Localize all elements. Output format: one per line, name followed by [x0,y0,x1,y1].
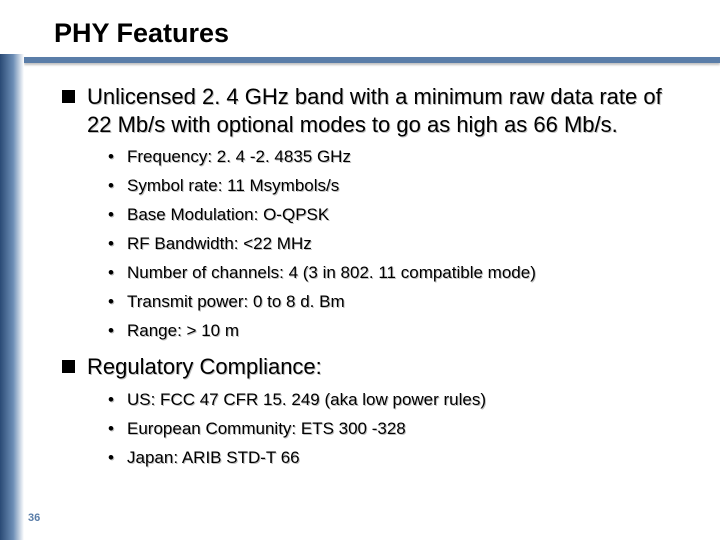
content-area: Unlicensed 2. 4 GHz band with a minimum … [0,63,720,466]
square-bullet-icon [62,90,75,103]
dot-bullet-icon: • [108,264,127,281]
sidebar-gradient [0,54,24,540]
sub-text: Frequency: 2. 4 -2. 4835 GHz [127,148,680,165]
sub-list: •Frequency: 2. 4 -2. 4835 GHz •Symbol ra… [62,148,680,339]
bullet-text: Regulatory Compliance: [87,353,680,381]
sub-text: RF Bandwidth: <22 MHz [127,235,680,252]
sub-text: Symbol rate: 11 Msymbols/s [127,177,680,194]
square-bullet-icon [62,360,75,373]
sub-text: US: FCC 47 CFR 15. 249 (aka low power ru… [127,391,680,408]
dot-bullet-icon: • [108,322,127,339]
sub-text: Base Modulation: O-QPSK [127,206,680,223]
sub-text: European Community: ETS 300 -328 [127,420,680,437]
bullet-lvl2: •European Community: ETS 300 -328 [108,420,680,437]
bullet-lvl2: •Transmit power: 0 to 8 d. Bm [108,293,680,310]
dot-bullet-icon: • [108,293,127,310]
bullet-lvl2: •Japan: ARIB STD-T 66 [108,449,680,466]
dot-bullet-icon: • [108,391,127,408]
bullet-lvl2: •RF Bandwidth: <22 MHz [108,235,680,252]
sub-list: •US: FCC 47 CFR 15. 249 (aka low power r… [62,391,680,466]
dot-bullet-icon: • [108,148,127,165]
bullet-lvl2: •Number of channels: 4 (3 in 802. 11 com… [108,264,680,281]
bullet-lvl2: •Base Modulation: O-QPSK [108,206,680,223]
bullet-text: Unlicensed 2. 4 GHz band with a minimum … [87,83,680,138]
bullet-lvl1: Unlicensed 2. 4 GHz band with a minimum … [62,83,680,138]
sub-text: Range: > 10 m [127,322,680,339]
sub-text: Japan: ARIB STD-T 66 [127,449,680,466]
dot-bullet-icon: • [108,206,127,223]
sub-text: Number of channels: 4 (3 in 802. 11 comp… [127,264,680,281]
page-number: 36 [28,512,40,524]
dot-bullet-icon: • [108,449,127,466]
bullet-lvl2: •US: FCC 47 CFR 15. 249 (aka low power r… [108,391,680,408]
bullet-lvl2: •Range: > 10 m [108,322,680,339]
slide-title: PHY Features [0,18,720,49]
bullet-lvl2: •Frequency: 2. 4 -2. 4835 GHz [108,148,680,165]
dot-bullet-icon: • [108,235,127,252]
dot-bullet-icon: • [108,177,127,194]
dot-bullet-icon: • [108,420,127,437]
bullet-lvl1: Regulatory Compliance: [62,353,680,381]
sub-text: Transmit power: 0 to 8 d. Bm [127,293,680,310]
bullet-lvl2: •Symbol rate: 11 Msymbols/s [108,177,680,194]
